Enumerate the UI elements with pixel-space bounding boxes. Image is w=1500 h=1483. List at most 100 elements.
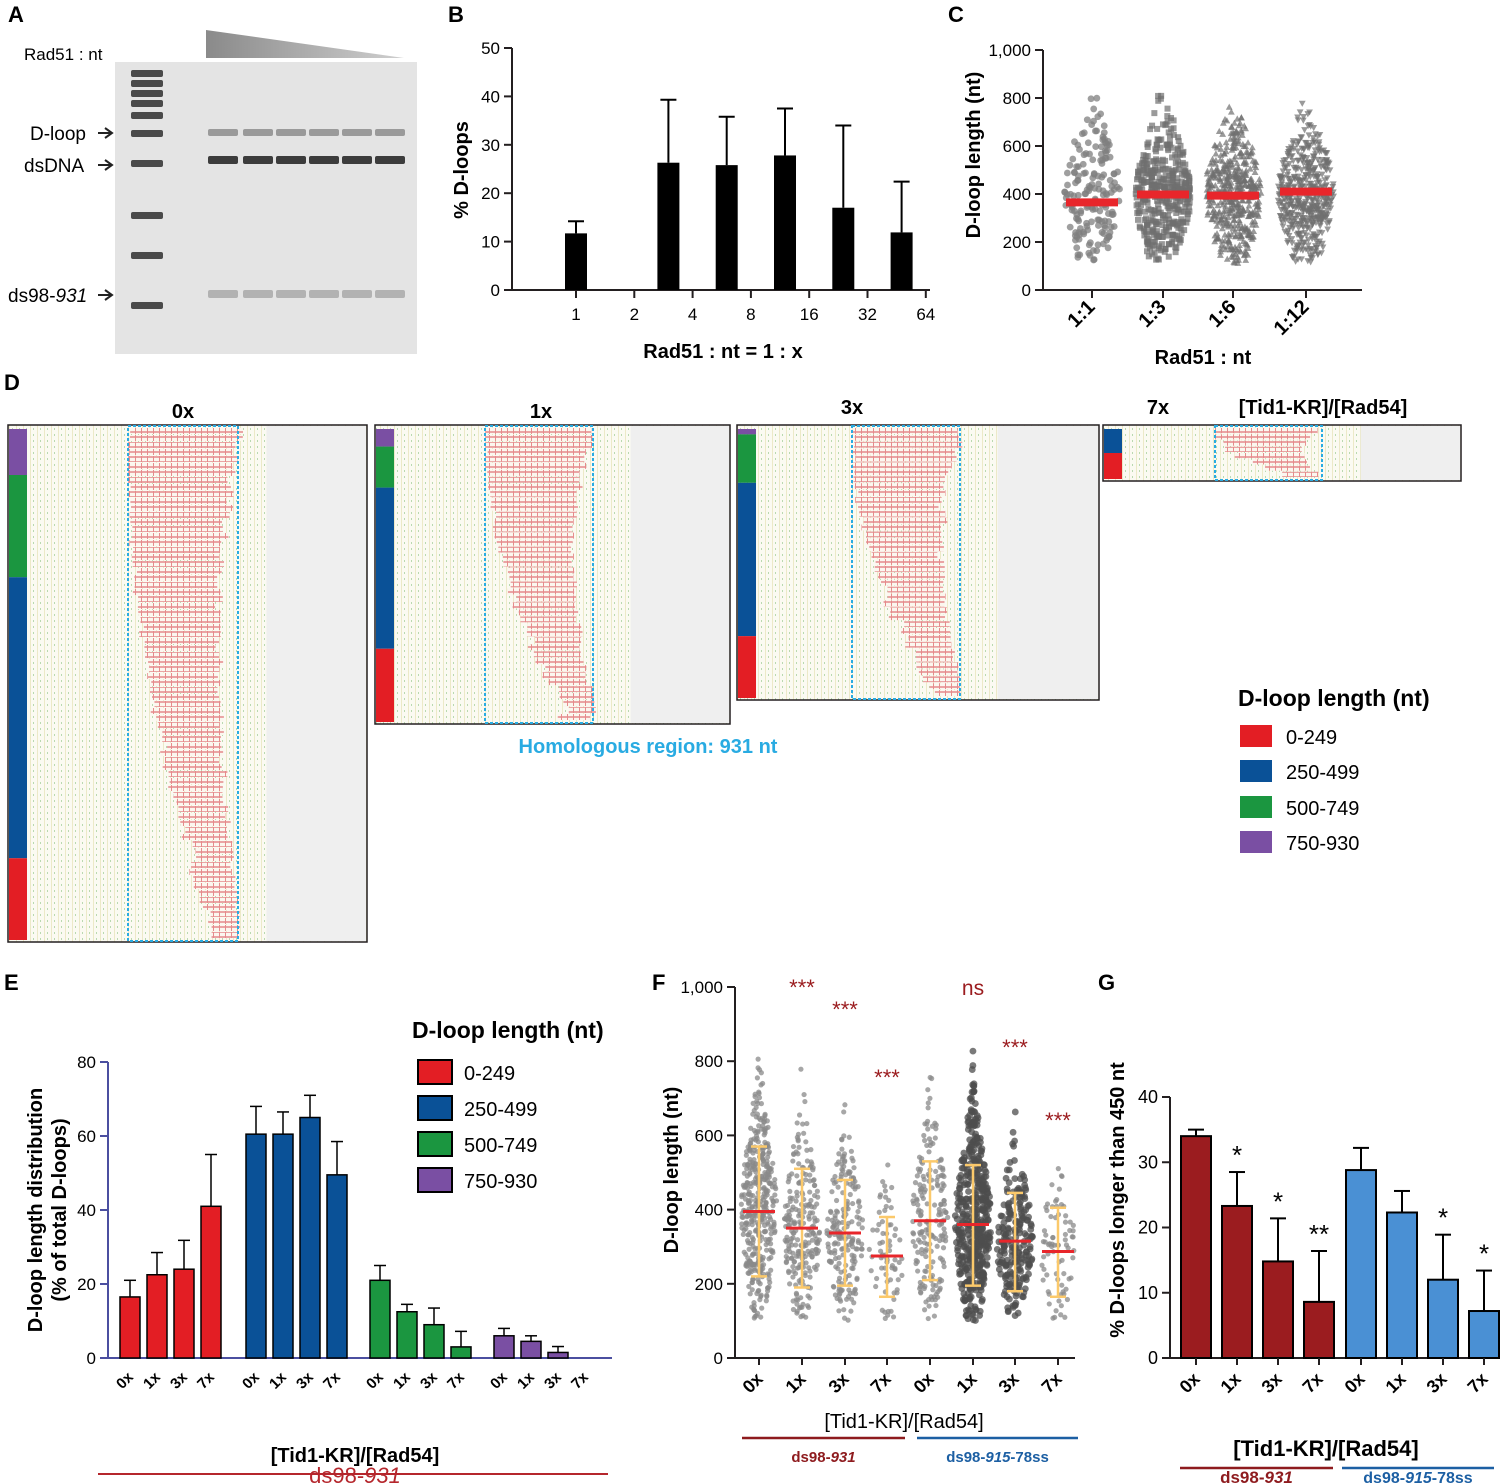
dloop-band-lane-1 (208, 129, 238, 136)
panel-f-point (839, 1137, 845, 1143)
panel-b-bar-5 (890, 232, 913, 290)
panel-c-point (1226, 239, 1233, 246)
panel-f-point (924, 1142, 930, 1149)
panel-c-xtick-label-3: 1:12 (1270, 296, 1314, 340)
panel-f-point (851, 1300, 857, 1306)
panel-c-point (1165, 147, 1172, 154)
dloop-tract-row (138, 610, 221, 616)
panel-c-point (1144, 178, 1151, 185)
panel-f-point (974, 1114, 982, 1122)
panel-f-point (754, 1128, 761, 1134)
dloop-tract-row (852, 462, 952, 469)
panel-b-ytick-label-4: 40 (481, 87, 500, 106)
panel-f-point (786, 1269, 792, 1276)
panel-f-point (1063, 1213, 1069, 1219)
panel-c-ytick-label-3: 600 (1003, 137, 1031, 156)
panel-f-point (836, 1308, 842, 1314)
panel-c-point (1303, 155, 1311, 162)
panel-f-point (1015, 1249, 1022, 1257)
panel-c-point (1106, 229, 1114, 236)
panel-c-point (1090, 117, 1097, 125)
panel-f-point (1039, 1262, 1045, 1268)
panel-f-point (1059, 1173, 1065, 1180)
panel-f-point (845, 1220, 851, 1227)
panel-c-point (1184, 215, 1191, 222)
gel-bands (131, 70, 405, 309)
panel-f-point (794, 1193, 800, 1199)
panel-c-point (1237, 126, 1245, 133)
panel-f-point (896, 1259, 902, 1266)
panel-c-point (1182, 161, 1189, 168)
panel-e-xtick-label-2-0: 0x (363, 1368, 387, 1392)
panel-f-xtick-label-2: 3x (825, 1369, 853, 1397)
panel-f-point (964, 1114, 972, 1121)
panel-b-bar-0 (565, 233, 587, 290)
panel-c-point (1313, 174, 1321, 181)
panel-c-point (1142, 153, 1149, 160)
panel-e-chart: D-loop length distribution (% of total D… (25, 1017, 612, 1483)
panel-c-point (1183, 219, 1190, 226)
dloop-tract-row (520, 616, 576, 623)
panel-c-point (1172, 243, 1179, 250)
panel-c-point (1178, 178, 1185, 185)
panel-f-point (805, 1293, 811, 1299)
dloop-tract-row (861, 524, 941, 531)
panel-c-point (1218, 241, 1225, 248)
dloop-tract-row (855, 455, 957, 462)
band-label-dsdna: dsDNA (24, 156, 85, 177)
homologous-region-box-2 (851, 425, 961, 700)
panel-f-point (809, 1237, 816, 1243)
panel-e-legend-label-2: 500-749 (464, 1135, 537, 1157)
panel-c-point (1304, 224, 1312, 232)
panel-f-point (793, 1198, 799, 1204)
dsdna-band-lane-5 (342, 156, 372, 164)
panel-e-xtick-label-3-0: 0x (487, 1368, 511, 1392)
panel-f-point (874, 1227, 880, 1233)
panel-c-point (1135, 207, 1142, 214)
panel-g-xtick-label-6: 3x (1423, 1369, 1451, 1397)
dloop-tract-row (527, 623, 582, 630)
panel-f-point (1021, 1230, 1029, 1237)
panel-f-point (787, 1188, 793, 1195)
panel-f-point (790, 1158, 796, 1164)
panel-f-point (1058, 1312, 1064, 1318)
dloop-tract-row (533, 651, 581, 658)
panel-c-point (1312, 214, 1320, 221)
panel-c-point (1133, 187, 1140, 194)
dloop-tract-row (140, 617, 221, 623)
panel-c-ylabel: D-loop length (nt) (963, 72, 985, 239)
panel-f-point (859, 1246, 865, 1252)
panel-f-point (766, 1276, 772, 1282)
panel-c-point (1214, 202, 1222, 209)
panel-e-bar-1-3 (326, 1174, 348, 1359)
panel-f-point (880, 1179, 886, 1185)
panel-c-point (1155, 137, 1162, 144)
panel-c-point (1175, 137, 1182, 144)
panel-c-point (1148, 173, 1155, 180)
panel-f-point (811, 1177, 817, 1183)
panel-f-point (930, 1282, 936, 1288)
panel-c-point (1218, 225, 1226, 232)
panel-f-point (968, 1142, 976, 1150)
panel-c-point (1186, 173, 1193, 180)
dloop-tract-row (498, 546, 572, 553)
panel-f-point (982, 1168, 990, 1176)
panel-c-point (1177, 185, 1184, 192)
panel-c-point (1207, 174, 1215, 181)
panel-d-heatmaps: 0x 1x 3x 7x [Tid1-KR]/[Rad54] Homologous… (7, 397, 1462, 943)
panel-f-point (1024, 1202, 1032, 1210)
panel-c-point (1231, 212, 1238, 219)
panel-f-point (1015, 1266, 1022, 1274)
dloop-tract-row (563, 700, 595, 707)
panel-g-xtick-label-0: 0x (1176, 1369, 1204, 1397)
dloop-tract-row (916, 662, 959, 669)
panel-f-point (763, 1204, 769, 1210)
dloop-tract-row (1215, 434, 1311, 440)
panel-c-point (1185, 203, 1192, 210)
panel-c-point (1136, 162, 1143, 169)
panel-f-point (851, 1165, 857, 1171)
panel-b-xtick-label-6: 64 (916, 305, 935, 324)
panel-c-point (1177, 151, 1184, 158)
panel-letter-c: C (948, 2, 964, 27)
panel-f-point (1061, 1270, 1067, 1277)
